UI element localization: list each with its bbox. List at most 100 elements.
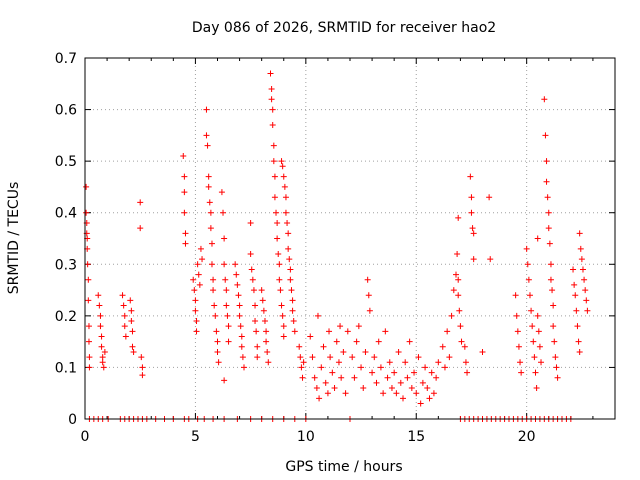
data-point: [271, 194, 278, 201]
data-point: [335, 359, 342, 366]
data-point: [554, 374, 561, 381]
data-point: [415, 354, 422, 361]
data-point: [274, 220, 281, 227]
data-point: [486, 194, 493, 201]
data-point: [458, 338, 465, 345]
data-point: [279, 163, 286, 170]
data-point: [545, 225, 552, 232]
data-point: [535, 328, 542, 335]
y-axis-label: SRMTID / TECUs: [6, 182, 22, 295]
data-point: [269, 106, 276, 113]
x-tick-label: 20: [518, 429, 536, 445]
data-point: [514, 328, 521, 335]
data-point: [193, 318, 200, 325]
data-point: [439, 343, 446, 350]
x-axis-label: GPS time / hours: [285, 459, 402, 475]
data-point: [320, 343, 327, 350]
data-point: [349, 354, 356, 361]
data-point: [210, 287, 217, 294]
ticks: 0 0.1 0.2 0.3 0.4 0.5 0.6 0.7 0 5 10 15 20: [55, 51, 615, 445]
data-point: [461, 343, 468, 350]
data-point: [181, 189, 188, 196]
data-point: [550, 323, 557, 330]
data-point: [543, 158, 550, 165]
data-point: [213, 328, 220, 335]
data-point: [86, 354, 93, 361]
data-point: [411, 369, 418, 376]
data-point: [224, 312, 231, 319]
data-point: [85, 297, 92, 304]
data-point: [523, 245, 530, 252]
data-point: [353, 338, 360, 345]
data-point: [204, 142, 211, 149]
data-point: [248, 266, 255, 273]
y-tick-label: 0.6: [55, 103, 77, 119]
data-point: [362, 348, 369, 355]
data-point: [214, 338, 221, 345]
data-point: [545, 209, 552, 216]
data-point: [259, 297, 266, 304]
data-point: [360, 385, 367, 392]
data-point: [236, 302, 243, 309]
data-point: [203, 132, 210, 139]
data-point: [284, 220, 291, 227]
x-tick-label: 10: [297, 429, 315, 445]
data-point: [237, 323, 244, 330]
data-point: [314, 312, 321, 319]
data-point: [287, 276, 294, 283]
data-point: [570, 266, 577, 273]
data-point: [530, 338, 537, 345]
data-point: [97, 312, 104, 319]
data-point: [546, 240, 553, 247]
data-point: [338, 374, 345, 381]
data-point: [233, 271, 240, 278]
data-point: [225, 338, 232, 345]
data-point: [462, 359, 469, 366]
data-point: [406, 338, 413, 345]
data-point: [297, 354, 304, 361]
data-point: [579, 266, 586, 273]
y-tick-label: 0.4: [55, 206, 77, 222]
data-point: [270, 158, 277, 165]
data-point: [453, 271, 459, 278]
data-point: [456, 307, 463, 314]
data-point: [222, 276, 229, 283]
data-point: [309, 354, 316, 361]
data-point: [364, 276, 371, 283]
data-point: [129, 343, 136, 350]
data-point: [544, 194, 551, 201]
data-point: [280, 173, 287, 180]
data-point: [223, 287, 230, 294]
data-point: [197, 245, 204, 252]
data-point: [191, 287, 198, 294]
data-point: [524, 261, 531, 268]
data-point: [455, 214, 462, 221]
data-point: [552, 354, 559, 361]
data-point: [296, 343, 303, 350]
data-point: [239, 354, 246, 361]
data-point: [550, 302, 557, 309]
data-point: [95, 292, 102, 299]
data-point: [205, 183, 212, 190]
data-point: [529, 323, 536, 330]
data-point: [581, 276, 588, 283]
data-point: [252, 302, 259, 309]
data-point: [207, 225, 214, 232]
data-point: [85, 323, 92, 330]
data-point: [419, 379, 426, 386]
data-point: [380, 390, 387, 397]
data-point: [536, 343, 543, 350]
data-point: [455, 276, 462, 283]
data-point: [578, 256, 585, 263]
data-point: [526, 292, 533, 299]
data-point: [369, 369, 376, 376]
data-point: [101, 348, 108, 355]
data-point: [121, 312, 128, 319]
data-point: [127, 297, 134, 304]
data-point: [391, 369, 398, 376]
data-point: [299, 374, 306, 381]
data-point: [470, 256, 477, 263]
data-point: [234, 281, 241, 288]
data-point: [574, 323, 581, 330]
data-point: [571, 281, 578, 288]
